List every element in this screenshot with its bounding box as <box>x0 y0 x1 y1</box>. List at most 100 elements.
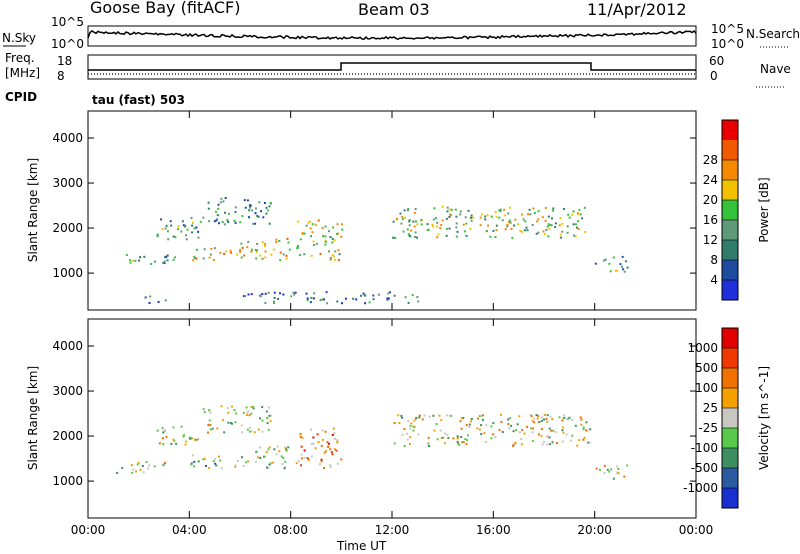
data-cell <box>256 249 258 251</box>
data-cell <box>273 296 276 299</box>
data-cell <box>326 441 329 444</box>
data-cell <box>568 416 571 419</box>
data-cell <box>462 223 465 226</box>
data-cell <box>401 433 404 436</box>
colorbar-segment <box>722 408 738 428</box>
data-cell <box>417 433 420 436</box>
data-cell <box>230 251 233 254</box>
data-cell <box>241 215 244 218</box>
data-cell <box>215 210 217 213</box>
data-cell <box>583 206 586 209</box>
data-cell <box>561 419 564 422</box>
data-cell <box>164 227 167 230</box>
data-cell <box>407 301 410 304</box>
data-cell <box>456 440 459 443</box>
data-cell <box>259 417 261 420</box>
data-cell <box>572 210 575 213</box>
data-cell <box>455 215 458 218</box>
data-cell <box>523 432 526 435</box>
data-cell <box>296 245 299 247</box>
data-cell <box>314 447 317 450</box>
data-cell <box>563 416 566 419</box>
data-cell <box>328 250 330 253</box>
data-cell <box>567 213 570 216</box>
data-cell <box>579 416 582 419</box>
data-cell <box>195 226 198 229</box>
data-cell <box>165 256 168 259</box>
data-cell <box>275 241 278 244</box>
colorbar-segment <box>722 488 738 508</box>
data-cell <box>485 230 488 232</box>
data-cell <box>192 259 195 262</box>
data-cell <box>521 213 524 216</box>
data-cell <box>267 448 270 451</box>
data-cell <box>217 207 220 210</box>
data-cell <box>403 428 406 431</box>
freq-trace <box>88 62 696 71</box>
data-cell <box>434 217 437 219</box>
data-cell <box>185 234 187 237</box>
data-cell <box>154 260 156 263</box>
time-axis-labels: 00:00 04:00 08:00 12:00 16:00 20:00 00:00 <box>71 523 714 537</box>
data-cell <box>457 442 460 445</box>
data-cell <box>484 441 487 443</box>
data-cell <box>530 427 533 430</box>
data-cell <box>512 445 515 447</box>
data-cell <box>621 255 624 258</box>
data-cell <box>278 240 281 242</box>
data-cell <box>509 221 512 224</box>
data-cell <box>234 465 237 468</box>
data-cell <box>582 428 585 431</box>
freq-tick-bottom: 8 <box>57 69 65 83</box>
data-cell <box>300 464 302 467</box>
power-colorbar-label: Power [dB] <box>757 177 771 242</box>
data-cell <box>170 224 173 227</box>
data-cell <box>573 234 576 237</box>
data-cell <box>332 255 335 258</box>
data-cell <box>438 414 441 417</box>
data-cell <box>542 230 545 233</box>
data-cell <box>131 471 134 474</box>
data-cell <box>551 418 554 421</box>
data-cell <box>623 475 626 478</box>
data-cell <box>197 438 200 440</box>
data-cell <box>428 445 430 447</box>
data-cell <box>545 418 548 420</box>
data-cell <box>327 442 330 445</box>
data-cell <box>458 444 461 447</box>
data-cell <box>413 426 416 429</box>
data-cell <box>158 442 161 445</box>
data-cell <box>501 431 504 433</box>
data-cell <box>256 242 259 245</box>
data-cell <box>508 427 510 430</box>
data-cell <box>299 436 302 438</box>
data-cell <box>320 444 323 447</box>
data-cell <box>284 460 287 463</box>
data-cell <box>394 237 397 239</box>
data-cell <box>193 227 196 230</box>
data-cell <box>532 427 535 430</box>
colorbar-segment <box>722 328 738 348</box>
data-cell <box>245 406 248 409</box>
data-cell <box>203 411 206 414</box>
data-cell <box>226 407 229 410</box>
data-cell <box>530 415 533 418</box>
data-cell <box>264 250 267 253</box>
colorbar-segment <box>722 160 738 180</box>
data-cell <box>338 253 341 256</box>
data-cell <box>325 291 328 294</box>
data-cell <box>476 427 479 430</box>
colorbar-segment <box>722 388 738 408</box>
data-cell <box>262 216 265 219</box>
data-cell <box>417 300 420 303</box>
data-cell <box>218 455 220 458</box>
data-cell <box>213 220 216 223</box>
y-tick-label: 1000 <box>52 266 83 280</box>
data-cell <box>254 212 257 215</box>
data-cell <box>441 219 444 222</box>
data-cell <box>162 261 165 264</box>
data-cell <box>234 206 237 209</box>
data-cell <box>393 294 396 297</box>
colorbar-tick-label: -100 <box>691 441 718 455</box>
